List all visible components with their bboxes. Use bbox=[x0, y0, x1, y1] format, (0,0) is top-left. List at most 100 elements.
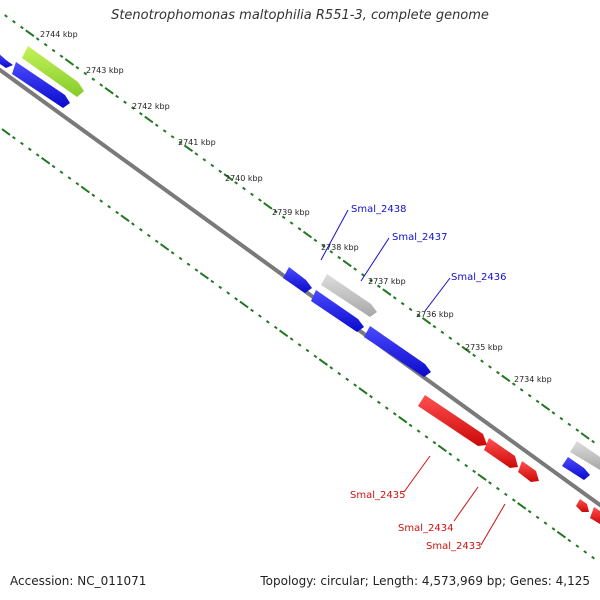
tick-label: 2740 kbp bbox=[225, 174, 263, 183]
minor-tick bbox=[567, 422, 572, 427]
minor-tick bbox=[543, 521, 548, 525]
minor-tick bbox=[131, 222, 135, 226]
major-tick bbox=[183, 144, 194, 153]
minor-tick bbox=[20, 141, 24, 146]
minor-tick bbox=[337, 371, 342, 376]
minor-tick bbox=[313, 238, 318, 243]
minor-tick bbox=[67, 176, 72, 180]
minor-tick bbox=[115, 94, 119, 99]
major-tick bbox=[80, 185, 90, 194]
major-tick bbox=[64, 58, 75, 66]
minor-tick bbox=[527, 509, 532, 514]
major-tick bbox=[41, 156, 51, 165]
minor-tick bbox=[75, 65, 80, 70]
major-tick bbox=[160, 243, 170, 251]
minor-tick bbox=[12, 135, 16, 140]
forward-gene-arrow[interactable] bbox=[562, 457, 590, 480]
minor-tick bbox=[258, 314, 262, 318]
minor-tick bbox=[210, 163, 215, 168]
minor-tick bbox=[408, 307, 413, 312]
minor-tick bbox=[424, 435, 429, 439]
tick-label: 2735 kbp bbox=[465, 343, 503, 352]
minor-tick bbox=[91, 77, 96, 82]
genome-summary: Topology: circular; Length: 4,573,969 bp… bbox=[260, 574, 590, 588]
highlighted-gene-arrow[interactable] bbox=[22, 46, 84, 97]
forward-gene-arrow[interactable] bbox=[311, 290, 364, 332]
major-tick bbox=[342, 259, 352, 268]
minor-tick bbox=[107, 204, 111, 209]
major-tick bbox=[239, 300, 249, 309]
minor-tick bbox=[99, 199, 104, 203]
minor-tick bbox=[83, 71, 88, 76]
major-tick bbox=[461, 345, 471, 354]
accession-text: Accession: NC_011071 bbox=[10, 574, 147, 588]
minor-tick bbox=[369, 394, 373, 399]
tick-label: 2743 kbp bbox=[86, 66, 124, 75]
minor-tick bbox=[392, 412, 397, 416]
minor-tick bbox=[400, 301, 405, 306]
major-tick bbox=[556, 530, 566, 539]
minor-tick bbox=[416, 429, 421, 433]
gene-label-smal-2438[interactable]: Smal_2438 bbox=[351, 204, 406, 215]
minor-tick bbox=[432, 324, 437, 329]
gene-label-smal-2436[interactable]: Smal_2436 bbox=[451, 272, 506, 283]
forward-gene-arrow[interactable] bbox=[364, 326, 431, 377]
minor-tick bbox=[297, 343, 302, 347]
minor-tick bbox=[289, 221, 294, 225]
reverse-gene-arrow[interactable] bbox=[484, 438, 518, 468]
minor-tick bbox=[575, 428, 580, 432]
minor-tick bbox=[242, 186, 246, 191]
gene-label-smal-2433[interactable]: Smal_2433 bbox=[426, 541, 481, 552]
minor-tick bbox=[337, 255, 342, 260]
major-tick bbox=[501, 374, 511, 383]
minor-tick bbox=[210, 279, 215, 284]
minor-tick bbox=[488, 365, 492, 369]
minor-tick bbox=[35, 153, 40, 157]
minor-tick bbox=[194, 152, 199, 156]
gene-label-smal-2434[interactable]: Smal_2434 bbox=[398, 523, 453, 534]
forward-gene-arrow[interactable] bbox=[0, 52, 13, 68]
major-tick bbox=[477, 473, 487, 481]
reverse-gene-arrow[interactable] bbox=[418, 395, 487, 446]
major-tick bbox=[540, 403, 551, 411]
minor-tick bbox=[408, 423, 413, 428]
other-gene-arrow[interactable] bbox=[321, 274, 377, 317]
minor-tick bbox=[567, 538, 572, 543]
major-tick bbox=[1, 128, 11, 136]
tick-label: 2738 kbp bbox=[321, 243, 359, 252]
minor-tick bbox=[51, 164, 56, 169]
minor-tick bbox=[146, 233, 151, 238]
reverse-gene-arrow[interactable] bbox=[518, 461, 539, 482]
forward-gene-arrow[interactable] bbox=[283, 267, 312, 293]
major-tick bbox=[358, 387, 368, 395]
minor-tick bbox=[297, 227, 302, 231]
minor-tick bbox=[551, 411, 556, 415]
minor-tick bbox=[321, 244, 326, 248]
major-tick bbox=[421, 317, 432, 325]
minor-tick bbox=[496, 486, 500, 491]
forward-gene-arrow[interactable] bbox=[12, 62, 70, 108]
minor-tick bbox=[345, 377, 350, 382]
major-tick bbox=[302, 230, 313, 239]
reverse-gene-arrow[interactable] bbox=[590, 507, 600, 524]
minor-tick bbox=[496, 370, 500, 375]
other-gene-arrow[interactable] bbox=[570, 441, 600, 470]
major-tick bbox=[279, 329, 289, 338]
minor-tick bbox=[583, 550, 588, 554]
minor-tick bbox=[4, 14, 8, 18]
minor-tick bbox=[472, 353, 476, 358]
gene-label-smal-2437[interactable]: Smal_2437 bbox=[392, 232, 447, 243]
minor-tick bbox=[591, 555, 595, 560]
reverse-gene-arrow[interactable] bbox=[576, 499, 589, 512]
label-leader-lines bbox=[320, 209, 506, 546]
major-tick bbox=[263, 202, 273, 210]
minor-tick bbox=[91, 193, 96, 198]
minor-tick bbox=[154, 239, 159, 244]
minor-tick bbox=[432, 440, 437, 445]
minor-tick bbox=[12, 19, 16, 24]
minor-tick bbox=[559, 416, 564, 421]
minor-tick bbox=[162, 129, 167, 133]
minor-tick bbox=[480, 359, 484, 363]
gene-label-smal-2435[interactable]: Smal_2435 bbox=[350, 490, 405, 501]
minor-tick bbox=[20, 25, 24, 30]
